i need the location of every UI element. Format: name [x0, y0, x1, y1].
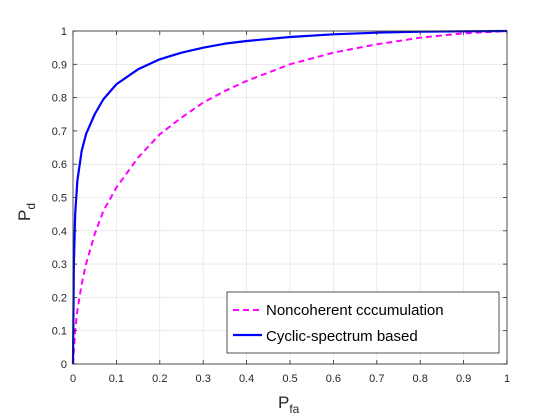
y-tick-label: 0.3 — [52, 259, 67, 271]
y-tick-label: 0.7 — [52, 126, 67, 138]
y-tick-label: 0.1 — [52, 326, 67, 338]
y-tick-label: 0 — [61, 359, 67, 371]
legend-label-noncoherent: Noncoherent cccumulation — [266, 302, 444, 319]
x-tick-label: 0.5 — [282, 373, 297, 385]
series-line-cyclic — [71, 29, 508, 365]
series-layer — [71, 29, 508, 365]
y-axis-title-sub: d — [24, 203, 38, 210]
y-tick-label: 0.4 — [52, 226, 67, 238]
x-axis-title-sub: fa — [289, 402, 299, 416]
y-tick-label: 1 — [61, 26, 67, 38]
x-tick-label: 0.6 — [326, 373, 341, 385]
legend: Noncoherent cccumulation Cyclic-spectrum… — [226, 291, 500, 354]
y-tick-label: 0.5 — [52, 193, 67, 205]
x-tick-label: 0 — [70, 373, 76, 385]
legend-box — [226, 291, 500, 354]
x-tick-label: 0.1 — [109, 373, 124, 385]
x-tick-label: 0.9 — [456, 373, 471, 385]
tick-labels: 0 0.1 0.2 0.3 0.4 0.5 0.6 0.7 0.8 0.9 1 0 0.1 0.2 0.3 0… — [52, 26, 510, 385]
x-tick-label: 0.8 — [413, 373, 428, 385]
y-tick-label: 0.6 — [52, 159, 67, 171]
x-tick-label: 0.3 — [196, 373, 211, 385]
x-axis-title: Pfa — [278, 393, 300, 416]
x-tick-label: 0.2 — [152, 373, 167, 385]
x-axis-title-base: P — [278, 393, 289, 412]
tick-marks — [72, 30, 508, 365]
x-tick-label: 0.7 — [369, 373, 384, 385]
y-tick-label: 0.8 — [52, 93, 67, 105]
y-axis-title-base: P — [15, 210, 34, 221]
y-axis-title: Pd — [15, 203, 38, 221]
x-tick-label: 1 — [504, 373, 510, 385]
y-tick-label: 0.2 — [52, 292, 67, 304]
series-line-noncoherent — [72, 30, 508, 365]
y-tick-label: 0.9 — [52, 59, 67, 71]
x-tick-label: 0.4 — [239, 373, 254, 385]
legend-label-cyclic: Cyclic-spectrum based — [266, 328, 418, 345]
